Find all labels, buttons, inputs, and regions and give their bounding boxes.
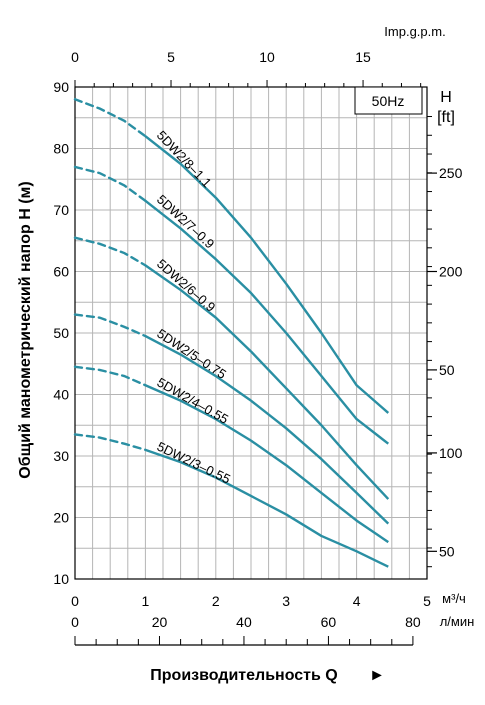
y-tick-label: 80	[53, 141, 69, 157]
right-axis-unit-bracket: [ft]	[437, 109, 455, 126]
y-tick-label: 70	[53, 202, 69, 218]
x-tick-label: 0	[71, 593, 79, 609]
y-tick-label: 40	[53, 387, 69, 403]
plot-frame	[74, 86, 428, 580]
x-tick-label: 5	[423, 593, 431, 609]
right-tick-label: 50	[439, 362, 455, 378]
lmin-tick-label: 0	[71, 614, 79, 630]
y-tick-label: 50	[53, 325, 69, 341]
x-axis-arrow: ►	[369, 667, 385, 684]
lmin-tick-label: 80	[405, 614, 421, 630]
frequency-box	[354, 86, 423, 115]
lmin-tick-label: 60	[321, 614, 337, 630]
y-axis-title: Общий манометрический напор H (м)	[17, 181, 34, 478]
y-tick-label: 90	[53, 79, 69, 95]
x-tick-label: 2	[212, 593, 220, 609]
curve-dashed-segment	[73, 165, 147, 202]
y-tick-label: 20	[53, 510, 69, 526]
top-tick-label: 10	[259, 49, 275, 65]
top-tick-label: 0	[71, 49, 79, 65]
top-tick-label: 15	[355, 49, 371, 65]
curve-dashed-segment	[73, 236, 147, 267]
top-tick-label: 5	[167, 49, 175, 65]
curve-solid-segment	[144, 199, 390, 445]
right-tick-label: 250	[439, 165, 463, 181]
x-tick-label: 3	[282, 593, 290, 609]
y-tick-label: 10	[53, 571, 69, 587]
lmin-axis-unit: л/мин	[440, 614, 475, 629]
grid	[74, 86, 428, 580]
top-axis-unit: Imp.g.p.m.	[384, 24, 445, 39]
curve-label: 5DW2/4–0.55	[154, 375, 231, 427]
right-tick-label: 50	[439, 543, 455, 559]
curve-dashed-segment	[73, 433, 147, 452]
curve-solid-segment	[144, 384, 389, 544]
bottom-axis-unit: м³/ч	[442, 591, 466, 606]
right-tick-label: 100	[439, 445, 463, 461]
curve-dashed-segment	[73, 98, 147, 138]
curve-solid-segment	[144, 335, 390, 525]
curve-dashed-segment	[73, 313, 147, 338]
curve-solid-segment	[144, 135, 390, 414]
lmin-tick-label: 40	[236, 614, 252, 630]
curve-solid-segment	[145, 448, 389, 568]
x-tick-label: 1	[142, 593, 150, 609]
curve-solid-segment	[144, 264, 390, 500]
right-tick-label: 200	[439, 264, 463, 280]
axes	[74, 80, 437, 646]
curve-dashed-segment	[73, 365, 147, 387]
curve-label: 5DW2/3–0.55	[155, 439, 233, 487]
lmin-tick-label: 20	[152, 614, 168, 630]
y-tick-label: 30	[53, 448, 69, 464]
x-axis-title: Производительность Q	[150, 667, 337, 684]
y-tick-label: 60	[53, 264, 69, 280]
curve-label: 5DW2/5–0.75	[154, 326, 229, 382]
right-axis-unit: H	[440, 89, 452, 106]
curve-label: 5DW2/6–0.9	[154, 256, 218, 315]
x-tick-label: 4	[353, 593, 361, 609]
frequency-label: 50Hz	[372, 93, 405, 109]
